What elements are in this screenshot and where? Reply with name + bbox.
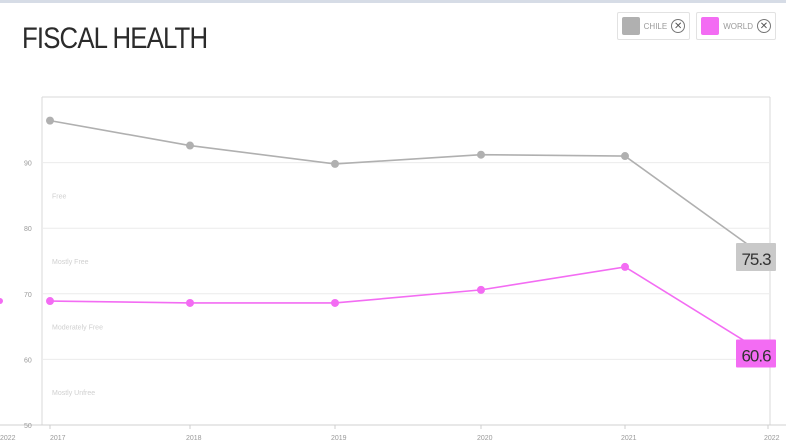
data-point: [331, 159, 339, 168]
data-point: [331, 298, 339, 307]
end-value-label: 60.6: [741, 346, 771, 365]
data-point: [621, 262, 629, 271]
data-point: [46, 297, 54, 306]
band-label: Mostly Unfree: [52, 390, 95, 397]
band-label: Mostly Free: [52, 259, 89, 266]
band-label: Free: [52, 193, 67, 200]
data-point: [477, 285, 485, 294]
y-tick-label: 50: [24, 423, 32, 430]
legend-label-world: WORLD: [723, 21, 753, 31]
x-tick-label: 2018: [186, 435, 202, 442]
y-tick-label: 70: [24, 292, 32, 299]
x-tick-label: 2017: [50, 435, 66, 442]
y-tick-label: 80: [24, 226, 32, 233]
data-point: [186, 298, 194, 307]
data-point: [46, 116, 54, 125]
close-icon[interactable]: ✕: [757, 19, 771, 33]
x-tick-label: 2022: [764, 435, 780, 442]
legend-swatch-world: [701, 17, 720, 35]
x-tick-label: 2021: [621, 435, 637, 442]
legend-label-chile: CHILE: [643, 21, 668, 31]
y-tick-label: 60: [24, 357, 32, 364]
band-label: Moderately Free: [52, 325, 103, 332]
x-tick-label: 2019: [331, 435, 347, 442]
end-label-box: [736, 339, 776, 368]
y-tick-label: 90: [24, 161, 32, 168]
series-line-chile: [49, 119, 769, 260]
end-label-box: [736, 243, 776, 272]
data-point: [186, 141, 194, 150]
data-point: [477, 150, 485, 159]
x-tick-label: 2020: [477, 435, 493, 442]
end-value-label: 75.3: [741, 250, 771, 269]
data-point: [621, 152, 629, 161]
close-icon[interactable]: ✕: [671, 19, 686, 33]
x-tick-label-left: 2022: [0, 435, 16, 442]
legend-swatch-chile: [621, 17, 640, 35]
legend: CHILE ✕ WORLD ✕: [616, 12, 776, 40]
edge-point: [0, 298, 3, 305]
series-line-world: [49, 266, 769, 357]
top-border: [0, 0, 786, 3]
legend-item-chile[interactable]: CHILE ✕: [616, 12, 691, 40]
chart-title: FISCAL HEALTH: [22, 22, 208, 55]
legend-item-world[interactable]: WORLD ✕: [696, 12, 776, 40]
